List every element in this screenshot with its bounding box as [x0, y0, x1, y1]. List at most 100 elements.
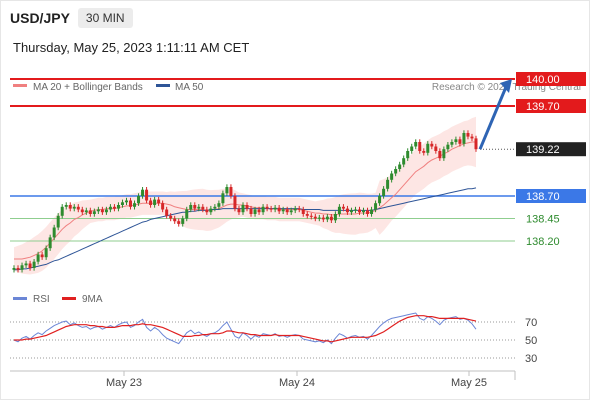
candle-body: [466, 133, 470, 137]
level-box-139.70: [516, 99, 586, 113]
x-tick-label-2: May 25: [451, 377, 487, 389]
candle-body: [145, 189, 149, 201]
candle-body: [76, 206, 80, 210]
candle-body: [317, 217, 321, 219]
candle-body: [221, 193, 225, 204]
x-tick-label-1: May 24: [279, 377, 315, 389]
candle-body: [289, 210, 293, 213]
candle-body: [40, 254, 44, 258]
candle-body: [353, 209, 357, 211]
candle-body: [92, 211, 96, 214]
candle-body: [470, 136, 474, 139]
candle-body: [345, 208, 349, 213]
candle-body: [297, 208, 301, 210]
rsi-line: [13, 312, 477, 345]
candle-body: [201, 206, 205, 210]
symbol-label: USD/JPY: [10, 10, 70, 26]
candle-body: [321, 217, 325, 220]
legend-swatch-ma50: [156, 84, 170, 87]
x-tick-label-0: May 23: [106, 377, 142, 389]
candle-body: [32, 261, 36, 268]
candle-body: [60, 206, 64, 216]
candle-body: [434, 146, 438, 151]
candle-body: [277, 207, 281, 212]
candle-body: [217, 203, 221, 207]
candle-body: [257, 209, 261, 213]
candle-body: [181, 218, 185, 224]
candle-body: [16, 268, 20, 270]
candle-body: [137, 196, 141, 204]
candle-body: [269, 208, 273, 210]
candle-body: [390, 173, 394, 180]
candle-body: [446, 144, 450, 150]
candle-body: [329, 216, 333, 221]
level-label-138.20: 138.20: [526, 236, 560, 248]
candle-body: [337, 206, 341, 214]
level-box-140.00: [516, 72, 586, 86]
ma50-line: [14, 187, 477, 271]
legend-label-ma50: MA 50: [175, 82, 204, 93]
candle-body: [454, 139, 458, 142]
candle-body: [88, 210, 92, 214]
candle-body: [165, 209, 169, 216]
level-label-138.45: 138.45: [526, 214, 560, 226]
candle-body: [378, 196, 382, 204]
candle-body: [141, 189, 145, 196]
candle-body: [406, 151, 410, 159]
timeframe-badge[interactable]: 30 MIN: [77, 8, 133, 28]
candle-body: [325, 216, 329, 220]
candle-body: [100, 209, 104, 213]
candle-body: [362, 210, 366, 213]
candle-body: [197, 206, 201, 209]
candle-body: [185, 209, 189, 219]
candle-body: [213, 206, 217, 209]
candle-body: [462, 133, 466, 144]
candle-body: [366, 210, 370, 214]
candle-body: [386, 179, 390, 189]
legend-label-ma20: MA 20 + Bollinger Bands: [33, 82, 143, 93]
candle-body: [394, 169, 398, 174]
candle-body: [333, 214, 337, 221]
candle-body: [402, 158, 406, 165]
candle-body: [36, 254, 40, 262]
level-label-140.00: 140.00: [526, 74, 560, 86]
candle-body: [245, 205, 249, 209]
candle-body: [438, 151, 442, 159]
candle-body: [426, 143, 430, 153]
candle-body: [305, 214, 309, 216]
candle-body: [229, 187, 233, 196]
candle-body: [261, 206, 265, 213]
candle-body: [374, 203, 378, 210]
candle-body: [104, 209, 108, 213]
candle-body: [357, 209, 361, 213]
candle-body: [48, 237, 52, 249]
level-box-138.70: [516, 189, 586, 203]
candle-body: [410, 146, 414, 151]
candle-body: [458, 139, 462, 144]
level-label-138.70: 138.70: [526, 191, 560, 203]
candle-body: [12, 268, 16, 270]
candle-body: [64, 205, 68, 207]
candle-body: [418, 142, 422, 151]
candle-body: [96, 209, 100, 212]
candle-body: [173, 218, 177, 222]
candle-body: [189, 205, 193, 210]
candle-body: [116, 205, 120, 209]
candle-body: [442, 149, 446, 159]
chart-datetime: Thursday, May 25, 2023 1:11:11 AM CET: [13, 40, 250, 55]
candle-body: [382, 188, 386, 196]
candle-body: [309, 215, 313, 217]
candle-body: [28, 263, 32, 268]
candle-body: [133, 203, 137, 207]
candle-body: [265, 206, 269, 209]
rsi-tick-30: 30: [525, 353, 537, 365]
candle-body: [20, 265, 24, 270]
rsi-ma9-line: [14, 315, 477, 343]
candle-body: [52, 227, 56, 238]
candle-body: [301, 209, 305, 214]
rsi-tick-70: 70: [525, 317, 537, 329]
candle-body: [124, 200, 128, 203]
candle-body: [24, 263, 28, 266]
candle-body: [161, 203, 165, 210]
